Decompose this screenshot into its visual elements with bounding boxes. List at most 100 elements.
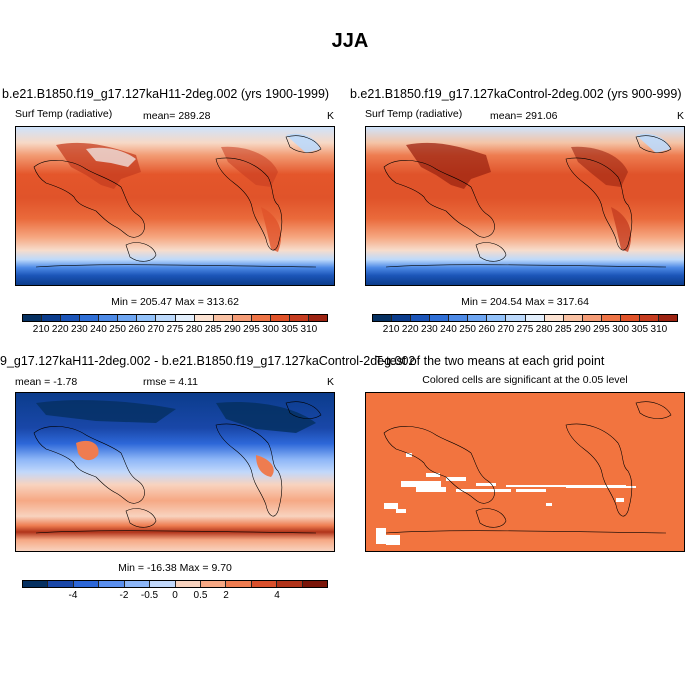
- colorbar-swatch: [601, 315, 621, 321]
- colorbar-swatch: [430, 315, 450, 321]
- colorbar-tick-label: 220: [401, 324, 419, 335]
- colorbar-tick-label: 220: [51, 324, 69, 335]
- panel3-units: K: [327, 376, 335, 388]
- panel2-map: [365, 126, 685, 286]
- colorbar-swatch: [251, 581, 278, 587]
- colorbar-tick-label: 260: [478, 324, 496, 335]
- colorbar-tick-label: 305: [281, 324, 299, 335]
- panel2-minmax: Min = 204.54 Max = 317.64: [461, 296, 589, 308]
- colorbar-tick-label: 290: [224, 324, 241, 335]
- panel3-map: [15, 392, 335, 552]
- colorbar-tick-label: 285: [554, 324, 572, 335]
- colorbar-tick-label: 275: [516, 324, 534, 335]
- colorbar-swatch: [23, 315, 43, 321]
- panel1-map: [15, 126, 335, 286]
- colorbar-swatch: [277, 581, 303, 587]
- colorbar-swatch: [251, 315, 271, 321]
- colorbar-swatch: [289, 315, 309, 321]
- colorbar-swatch: [525, 315, 545, 321]
- panel2-map-svg: [366, 127, 684, 285]
- colorbar-swatch: [99, 581, 125, 587]
- colorbar-swatch: [156, 315, 176, 321]
- colorbar-tick-label: -4: [68, 590, 78, 601]
- panel1-colorbar: [22, 314, 328, 322]
- colorbar-swatch: [270, 315, 290, 321]
- colorbar-swatch: [620, 315, 640, 321]
- colorbar-swatch: [99, 315, 119, 321]
- colorbar-tick-label: 0.5: [193, 590, 208, 601]
- panel4-title: T-test of the two means at each grid poi…: [375, 354, 605, 368]
- colorbar-tick-label: 290: [574, 324, 591, 335]
- colorbar-swatch: [61, 315, 81, 321]
- colorbar-tick-label: 2: [223, 590, 229, 601]
- colorbar-swatch: [582, 315, 602, 321]
- colorbar-swatch: [42, 315, 62, 321]
- panel3-map-svg: [16, 393, 334, 551]
- colorbar-swatch: [124, 581, 151, 587]
- panel1-title: b.e21.B1850.f19_g17.127kaH11-2deg.002 (y…: [2, 87, 330, 101]
- colorbar-swatch: [487, 315, 507, 321]
- colorbar-swatch: [175, 581, 201, 587]
- colorbar-swatch: [73, 581, 100, 587]
- colorbar-swatch: [226, 581, 252, 587]
- colorbar-tick-label: 300: [262, 324, 279, 335]
- colorbar-tick-label: 0: [172, 590, 178, 601]
- panel1-colorbar-labels: 210 220 230 240 250 260 270 275 280 285 290 295 300 3…: [22, 324, 328, 336]
- colorbar-tick-label: 305: [631, 324, 649, 335]
- colorbar-swatch: [213, 315, 233, 321]
- panel2-title: b.e21.B1850.f19_g17.127kaControl-2deg.00…: [350, 87, 682, 101]
- colorbar-swatch: [308, 315, 327, 321]
- colorbar-tick-label: 210: [382, 324, 400, 335]
- colorbar-tick-label: 295: [593, 324, 610, 335]
- colorbar-swatch: [200, 581, 227, 587]
- colorbar-swatch: [23, 581, 49, 587]
- colorbar-tick-label: 270: [497, 324, 515, 335]
- colorbar-swatch: [137, 315, 157, 321]
- colorbar-swatch: [80, 315, 100, 321]
- panel3-minmax: Min = -16.38 Max = 9.70: [118, 562, 232, 574]
- colorbar-swatch: [468, 315, 488, 321]
- colorbar-tick-label: 240: [440, 324, 457, 335]
- panel2-colorbar: [372, 314, 678, 322]
- panel3-colorbar-labels: -4 -2 -0.5 0 0.5 2 4: [22, 590, 328, 602]
- colorbar-swatch: [175, 315, 195, 321]
- colorbar-tick-label: 310: [300, 324, 318, 335]
- colorbar-tick-label: 285: [204, 324, 222, 335]
- panel2-mean: mean= 291.06: [490, 110, 558, 122]
- colorbar-swatch: [639, 315, 659, 321]
- panel2-colorbar-labels: 210 220 230 240 250 260 270 275 280 285 290 295 300 3…: [372, 324, 678, 336]
- panel3-title: 9_g17.127kaH11-2deg.002 - b.e21.B1850.f1…: [0, 354, 416, 368]
- panel1-units: K: [327, 110, 335, 122]
- colorbar-tick-label: 230: [71, 324, 88, 335]
- panel1-minmax: Min = 205.47 Max = 313.62: [111, 296, 239, 308]
- colorbar-tick-label: -2: [119, 590, 129, 601]
- colorbar-tick-label: 210: [32, 324, 50, 335]
- figure-title: JJA: [331, 30, 369, 52]
- colorbar-swatch: [658, 315, 677, 321]
- colorbar-swatch: [506, 315, 526, 321]
- colorbar-swatch: [194, 315, 214, 321]
- colorbar-swatch: [563, 315, 583, 321]
- panel4-subtitle: Colored cells are significant at the 0.0…: [422, 374, 628, 386]
- colorbar-tick-label: 300: [612, 324, 629, 335]
- colorbar-swatch: [411, 315, 431, 321]
- colorbar-tick-label: 280: [535, 324, 553, 335]
- colorbar-tick-label: 295: [243, 324, 260, 335]
- colorbar-swatch: [118, 315, 138, 321]
- colorbar-tick-label: 275: [166, 324, 184, 335]
- colorbar-tick-label: 230: [421, 324, 438, 335]
- panel1-map-svg: [16, 127, 334, 285]
- colorbar-tick-label: 240: [90, 324, 107, 335]
- panel1-mean: mean= 289.28: [143, 110, 211, 122]
- panel3-rmse: rmse = 4.11: [143, 376, 198, 388]
- panel4-map: [365, 392, 685, 552]
- panel3-colorbar: [22, 580, 328, 588]
- colorbar-swatch: [48, 581, 74, 587]
- colorbar-swatch: [302, 581, 328, 587]
- colorbar-tick-label: 310: [650, 324, 668, 335]
- panel1-var-label: Surf Temp (radiative): [15, 108, 113, 120]
- panel4-map-svg: [366, 393, 684, 551]
- colorbar-tick-label: 250: [459, 324, 476, 335]
- panel2-units: K: [677, 110, 685, 122]
- colorbar-swatch: [232, 315, 252, 321]
